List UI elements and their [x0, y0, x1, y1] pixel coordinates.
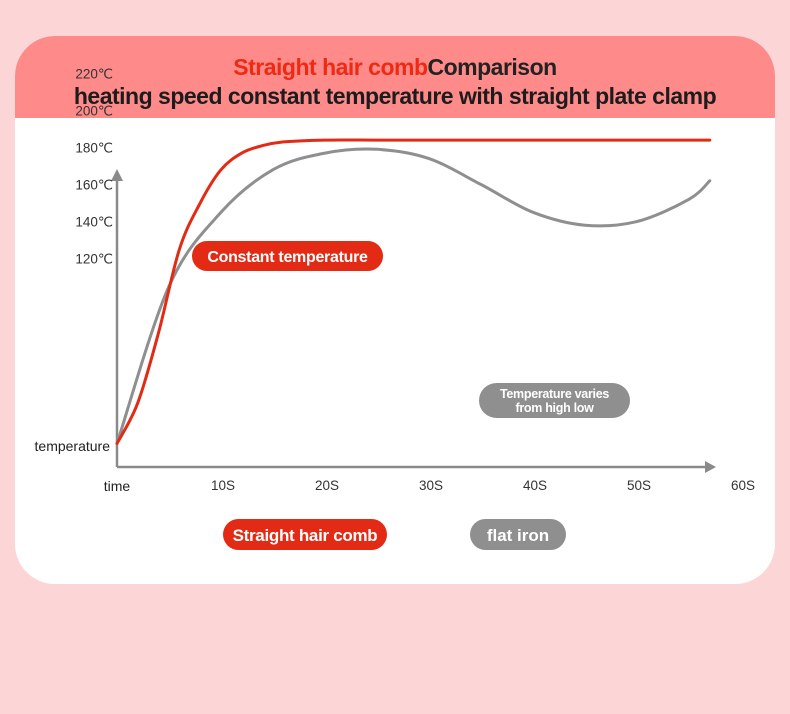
temperature-varies-label: Temperature varies — [500, 387, 609, 401]
chart-subtitle: heating speed constant temperature with … — [73, 83, 717, 109]
series-line-straight-hair-comb — [115, 138, 712, 445]
chart-title: Straight hair combComparison — [15, 54, 775, 81]
y-tick-label: 120℃ — [75, 252, 113, 267]
y-tick-label: 200℃ — [75, 104, 113, 119]
title-rest: Comparison — [427, 54, 558, 80]
card-header: Straight hair combComparison heating spe… — [15, 36, 775, 118]
x-axis-label: time — [104, 478, 131, 494]
x-tick-label: 20S — [315, 478, 339, 493]
y-axis-label: temperature — [35, 438, 111, 454]
x-axis-arrow — [705, 461, 716, 473]
temperature-varies-badge — [479, 383, 630, 418]
legend-label-straight-hair-comb: Straight hair comb — [233, 526, 378, 545]
constant-temperature-badge — [192, 241, 383, 271]
x-tick-label: 50S — [627, 478, 651, 493]
legend-label-flat-iron: flat iron — [487, 526, 549, 545]
x-tick-label: 10S — [211, 478, 235, 493]
legend-flat-iron — [470, 519, 566, 550]
x-tick-label: 60S — [731, 478, 755, 493]
legend-straight-hair-comb — [223, 519, 387, 550]
y-tick-label: 180℃ — [75, 141, 113, 156]
chart-card: Straight hair combComparison heating spe… — [15, 36, 775, 584]
series-line-flat-iron — [115, 147, 712, 445]
x-tick-label: 30S — [419, 478, 443, 493]
y-tick-label: 220℃ — [75, 67, 113, 82]
constant-temperature-label: Constant temperature — [207, 249, 368, 266]
y-axis-arrow — [111, 169, 123, 181]
title-accent: Straight hair comb — [233, 54, 428, 80]
temperature-varies-label: from high low — [515, 401, 594, 415]
x-tick-label: 40S — [523, 478, 547, 493]
y-tick-label: 140℃ — [75, 215, 113, 230]
y-tick-label: 160℃ — [75, 178, 113, 193]
